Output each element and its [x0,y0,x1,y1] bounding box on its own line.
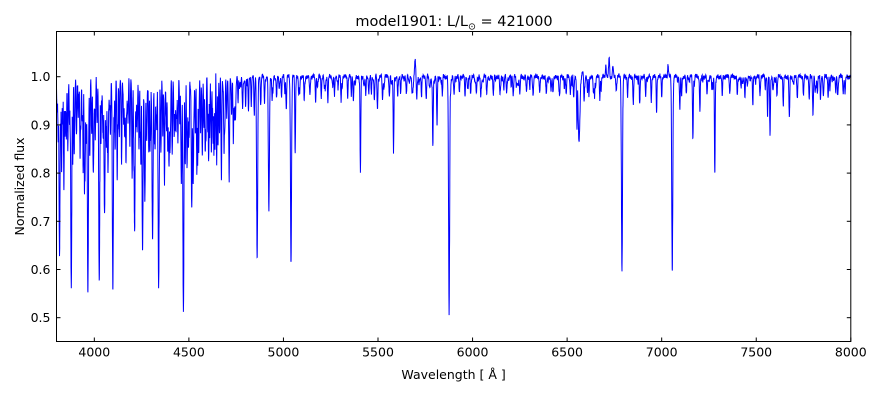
x-tick-label: 7000 [646,345,678,360]
x-axis-label: Wavelength [ Å ] [401,367,505,382]
plot-title-text: model1901: L/L [355,14,468,30]
plot-title: model1901: L/L⊙ = 421000 [355,14,552,33]
y-tick-label: 1.0 [31,69,51,84]
x-tick-label: 6500 [551,345,583,360]
sun-symbol: ⊙ [468,22,476,33]
axis-ticks [56,31,852,342]
plot-title-value: = 421000 [476,14,553,30]
x-tick-label: 5500 [362,345,394,360]
x-tick-label: 8000 [835,345,867,360]
x-tick-label: 4000 [78,345,110,360]
spectrum-line [56,56,852,316]
x-tick-label: 5000 [268,345,300,360]
x-tick-label: 4500 [173,345,205,360]
x-tick-label: 6000 [457,345,489,360]
y-tick-label: 0.6 [31,262,51,277]
x-tick-label: 7500 [740,345,772,360]
y-tick-label: 0.5 [31,310,51,325]
plot-frame [56,31,852,342]
y-tick-label: 0.7 [31,214,51,229]
y-axis-label: Normalized flux [12,137,27,235]
axis-tick-labels: 4000 4500 5000 5500 6000 6500 7000 7500 8000 0.5 0… [31,69,867,359]
y-tick-label: 0.8 [31,166,51,181]
y-tick-label: 0.9 [31,117,51,132]
